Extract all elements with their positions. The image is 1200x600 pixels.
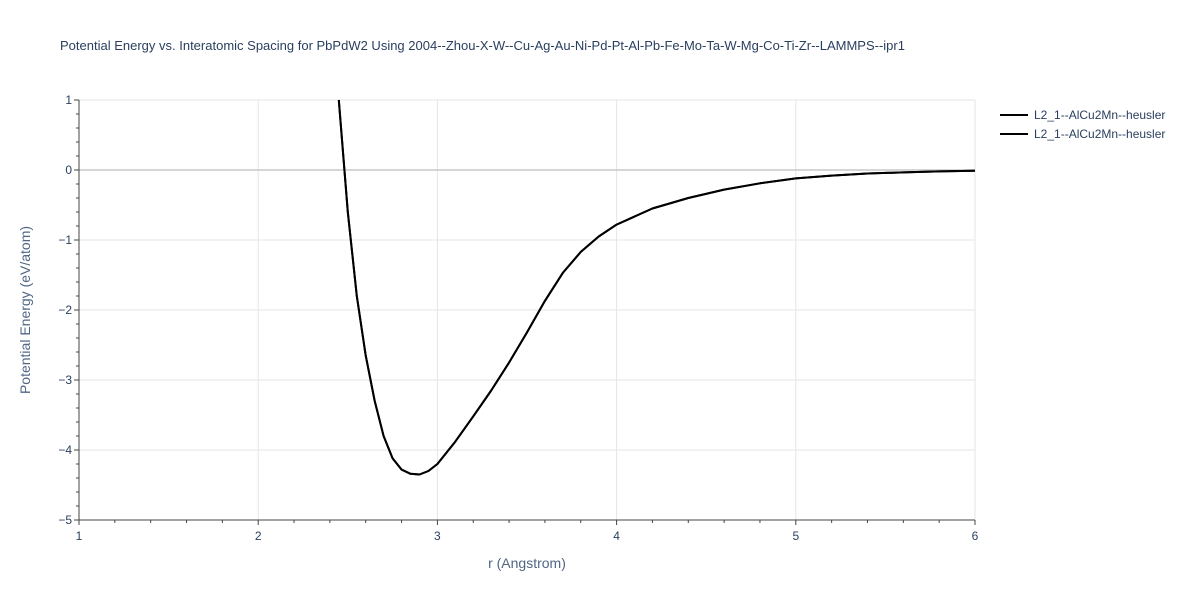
y-tick-label: −4 [58, 443, 72, 457]
y-tick-label: 0 [65, 163, 72, 177]
y-axis-title: Potential Energy (eV/atom) [17, 226, 33, 394]
series-line-1 [337, 99, 976, 476]
legend-label: L2_1--AlCu2Mn--heusler [1034, 127, 1165, 141]
x-tick-label: 1 [76, 529, 83, 543]
axes [78, 100, 975, 521]
grid-lines [79, 99, 976, 520]
minor-ticks [74, 99, 976, 525]
x-tick-label: 2 [255, 529, 262, 543]
series-layer [337, 99, 976, 476]
y-tick-label: 1 [65, 93, 72, 107]
legend-item[interactable]: L2_1--AlCu2Mn--heusler [1000, 108, 1165, 122]
x-tick-label: 3 [434, 529, 441, 543]
series-line-2 [337, 99, 976, 476]
legend-item[interactable]: L2_1--AlCu2Mn--heusler [1000, 127, 1165, 141]
y-tick-label: −5 [58, 513, 72, 527]
y-tick-label: −2 [58, 303, 72, 317]
chart-title: Potential Energy vs. Interatomic Spacing… [60, 38, 905, 53]
legend[interactable]: L2_1--AlCu2Mn--heusler L2_1--AlCu2Mn--heu… [1000, 108, 1165, 141]
x-axis-title: r (Angstrom) [488, 555, 566, 571]
legend-label: L2_1--AlCu2Mn--heusler [1034, 108, 1165, 122]
y-tick-label: −3 [58, 373, 72, 387]
x-tick-label: 5 [792, 529, 799, 543]
tick-labels: 1 2 3 4 5 6 1 0 −1 −2 −3 −4 −5 [58, 93, 978, 543]
y-tick-label: −1 [58, 233, 72, 247]
x-tick-label: 4 [613, 529, 620, 543]
x-tick-label: 6 [972, 529, 979, 543]
